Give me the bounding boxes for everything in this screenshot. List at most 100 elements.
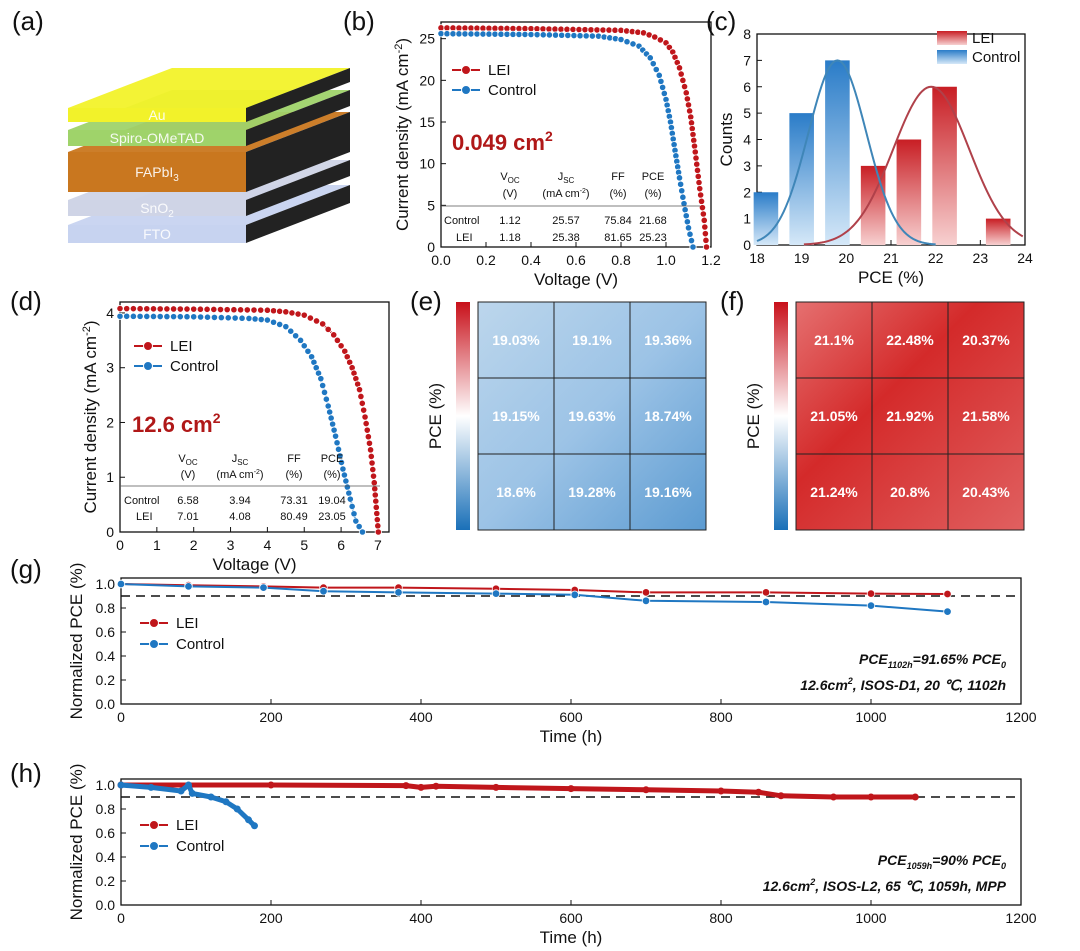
- data-point-control: [681, 206, 689, 214]
- x-tick-label: 1000: [855, 910, 886, 926]
- legend-label-lei: LEI: [170, 338, 193, 355]
- data-point-lei: [370, 479, 378, 487]
- legend-marker: [149, 841, 159, 851]
- data-point-lei: [417, 783, 425, 791]
- data-point-control: [317, 375, 325, 383]
- data-point-control: [222, 798, 230, 806]
- data-point-control: [617, 35, 625, 44]
- data-point-control: [197, 313, 205, 321]
- note-text: 12.6cm: [763, 878, 810, 894]
- note-text: , ISOS-D1, 20 ℃, 1102h: [852, 677, 1006, 693]
- data-point-control: [655, 71, 663, 79]
- x-tick-label: 18: [749, 250, 765, 266]
- data-point-lei: [190, 305, 198, 313]
- x-tick-label: 7: [374, 537, 382, 553]
- data-point-control: [334, 445, 343, 453]
- data-point-control: [350, 510, 358, 518]
- table-header-text: J: [232, 453, 238, 465]
- y-tick-label: 4: [106, 305, 114, 321]
- data-point-lei: [943, 589, 952, 599]
- data-point-control: [224, 314, 232, 322]
- data-point-control: [564, 31, 572, 40]
- table-unit: (%): [323, 469, 340, 481]
- chart-g-stability-dark: 0 200 400 600 800 1000 1200 0.0 0.2 0.4 0.6 0.8 1.0 T…: [67, 563, 1037, 746]
- layer-front-face: [68, 108, 246, 122]
- data-point-control: [185, 781, 192, 789]
- table-unit-text: (%): [285, 469, 302, 481]
- note-sub: 1059h: [907, 861, 933, 871]
- data-point-lei: [911, 793, 919, 801]
- x-tick-label: 200: [259, 709, 283, 725]
- x-tick-label: 3: [227, 537, 235, 553]
- x-tick-label: 21: [883, 250, 899, 266]
- layer-name: Spiro-OMeTAD: [110, 130, 205, 146]
- data-point-control: [348, 502, 356, 511]
- y-tick-label: 0.2: [96, 672, 116, 688]
- data-point-lei: [337, 342, 345, 350]
- note-sup: 2: [847, 676, 853, 686]
- series-line-control: [120, 782, 257, 828]
- data-point-control: [292, 332, 300, 340]
- y-axis-title-sup: -2: [81, 326, 93, 336]
- data-point-control: [683, 218, 691, 226]
- table-cell: 3.94: [229, 495, 250, 507]
- x-tick-label: 1.2: [701, 252, 721, 268]
- y-tick-label: 0.4: [96, 648, 116, 664]
- y-tick-label: 1: [106, 469, 114, 485]
- legend-marker: [149, 618, 159, 628]
- y-tick-label: 7: [743, 52, 751, 68]
- data-point-lei: [688, 125, 696, 133]
- data-point-control: [129, 312, 137, 320]
- table-cell: 75.84: [604, 215, 632, 227]
- y-tick-label: 0: [427, 239, 435, 255]
- data-point-lei: [689, 130, 697, 139]
- data-point-control: [184, 582, 193, 591]
- data-point-control: [331, 432, 340, 440]
- data-point-lei: [368, 459, 376, 467]
- data-point-control: [319, 587, 328, 596]
- table-header-text: PCE: [642, 171, 665, 183]
- data-point-control: [245, 816, 252, 824]
- data-point-control: [238, 314, 246, 322]
- data-point-lei: [699, 210, 707, 218]
- data-point-lei: [357, 392, 365, 401]
- note-text: =91.65% PCE: [913, 651, 1002, 667]
- data-point-control: [682, 212, 690, 220]
- y-tick-label: 15: [419, 114, 435, 130]
- data-point-control: [233, 805, 241, 813]
- data-point-control: [339, 465, 347, 473]
- legend-marker: [143, 361, 153, 371]
- data-point-control: [143, 312, 151, 321]
- data-point-control: [443, 30, 451, 38]
- data-point-lei: [367, 452, 375, 461]
- data-point-lei: [373, 516, 381, 524]
- y-axis-title-tail: ): [81, 320, 100, 326]
- table-unit-sup: -2: [254, 469, 260, 476]
- data-point-lei: [777, 792, 785, 800]
- data-point-lei: [402, 782, 410, 790]
- data-point-control: [329, 420, 337, 428]
- chart-h-stability-mpp: 0 200 400 600 800 1000 1200 0.0 0.2 0.4 0.6 0.8 1.0 T…: [67, 764, 1037, 947]
- data-point-lei: [684, 101, 693, 109]
- data-point-lei: [830, 793, 837, 801]
- table-cell: 19.04: [318, 495, 346, 507]
- heatmap-fill: [478, 302, 706, 530]
- y-tick-label: 3: [743, 158, 751, 174]
- table-unit: (V): [503, 188, 518, 200]
- histogram-bar-lei: [932, 86, 957, 245]
- x-tick-label: 1200: [1005, 709, 1036, 725]
- plot-frame: [119, 301, 390, 533]
- heatmap-value: 22.48%: [886, 332, 934, 348]
- data-point-control: [251, 822, 258, 830]
- heatmap-value: 19.15%: [492, 408, 540, 424]
- area-sup: 2: [213, 410, 221, 426]
- data-point-control: [188, 789, 196, 797]
- data-point-control: [324, 402, 332, 410]
- table-row-name: LEI: [136, 511, 153, 523]
- table-cell: 1.12: [499, 215, 520, 227]
- data-point-control: [287, 327, 295, 335]
- chart-f-heatmap-lei: 21.1% 22.48% 20.37% 21.05% 21.92% 21.58% 21.24…: [744, 301, 1025, 531]
- x-tick-label: 1: [153, 537, 161, 553]
- x-tick-label: 0.4: [521, 252, 541, 268]
- layer-label: SnO2: [140, 200, 174, 220]
